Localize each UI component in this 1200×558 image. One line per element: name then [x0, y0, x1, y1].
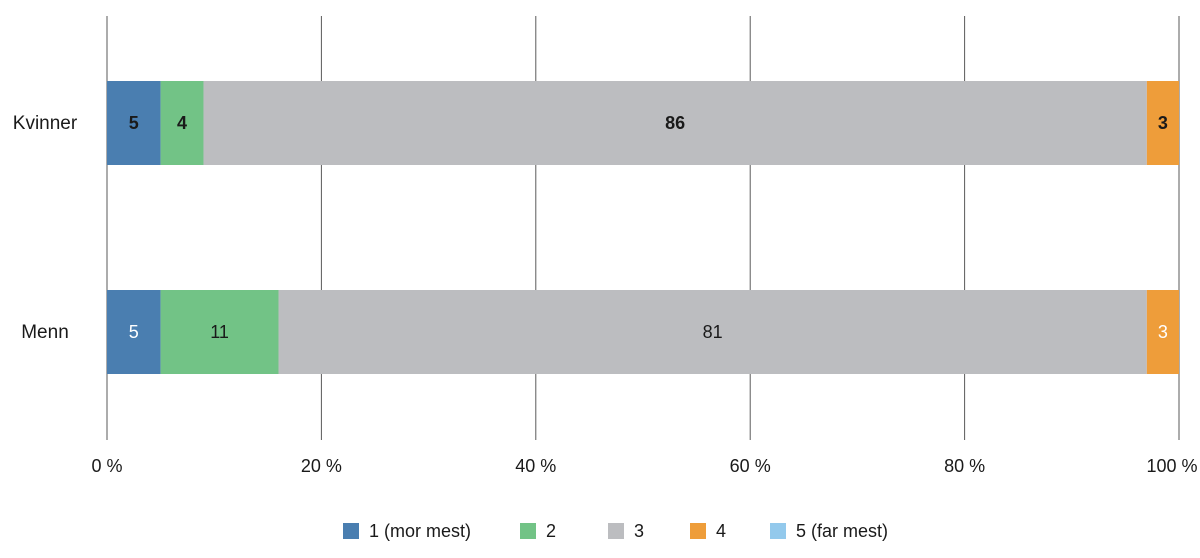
data-label-0-1: 4: [177, 113, 187, 133]
legend-item-1: 2: [520, 520, 556, 542]
x-tick-label-2: 40 %: [515, 456, 556, 476]
legend-item-4: 5 (far mest): [770, 520, 888, 542]
bar-segment-0-2: [203, 81, 1147, 165]
data-label-0-2: 86: [665, 113, 685, 133]
legend-item-0: 1 (mor mest): [343, 520, 471, 542]
bar-segment-0-0: [107, 81, 161, 165]
legend-label-3: 4: [716, 520, 727, 541]
legend-swatch-2: [608, 523, 624, 539]
legend-item-3: 4: [690, 520, 726, 542]
data-label-1-3: 3: [1158, 322, 1168, 342]
legend-label-4: 5 (far mest): [796, 520, 889, 541]
grid-lines: [106, 16, 1180, 440]
bar-segment-1-3: [1146, 290, 1179, 374]
legend-label-0: 1 (mor mest): [369, 520, 472, 541]
legend-swatch-3: [690, 523, 706, 539]
bar-segment-0-3: [1146, 81, 1179, 165]
x-tick-label-0: 0 %: [91, 456, 122, 476]
bars: [107, 81, 1179, 374]
legend-label-2: 3: [634, 520, 645, 541]
bar-segment-1-2: [278, 290, 1147, 374]
legend-item-2: 3: [608, 520, 644, 542]
data-labels: 5 4 86 3 5 11 81 3: [129, 113, 1168, 342]
x-tick-label-3: 60 %: [730, 456, 771, 476]
data-label-1-0: 5: [129, 322, 139, 342]
legend-swatch-1: [520, 523, 536, 539]
data-label-1-2: 81: [703, 322, 723, 342]
x-tick-label-4: 80 %: [944, 456, 985, 476]
data-label-1-1: 11: [210, 322, 229, 342]
bar-segment-1-0: [107, 290, 161, 374]
data-label-0-0: 5: [129, 113, 139, 133]
x-tick-label-1: 20 %: [301, 456, 342, 476]
category-label-1: Menn: [21, 322, 69, 343]
bar-segment-0-1: [160, 81, 204, 165]
data-label-0-3: 3: [1158, 113, 1168, 133]
x-axis-tick-labels: 0 % 20 % 40 % 60 % 80 % 100 %: [91, 456, 1197, 476]
category-labels: Kvinner Menn: [13, 113, 78, 343]
legend-label-1: 2: [546, 520, 557, 541]
legend-swatch-4: [770, 523, 786, 539]
bar-segment-1-1: [160, 290, 279, 374]
legend: 1 (mor mest) 2 3 4 5 (far mest): [0, 516, 1200, 546]
category-label-0: Kvinner: [13, 113, 78, 134]
x-tick-label-5: 100 %: [1146, 456, 1197, 476]
legend-swatch-0: [343, 523, 359, 539]
